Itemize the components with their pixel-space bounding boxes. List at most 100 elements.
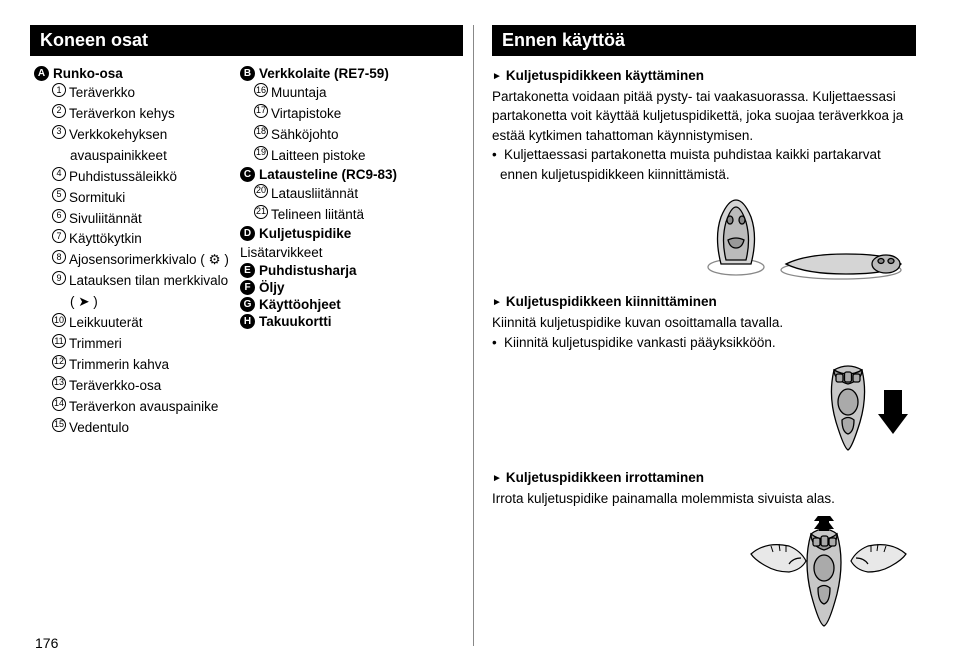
number-circle-icon: 18 [254,125,268,139]
letter-f-icon: F [240,280,255,295]
number-circle-icon: 4 [52,167,66,181]
part-item-text: Vedentulo [69,418,230,439]
part-item-text: Trimmeri [69,334,230,355]
letter-a-icon: A [34,66,49,81]
part-item-text: Latausliitännät [271,184,440,205]
part-item: 1Teräverkko [52,83,230,104]
part-item-text: Sormituki [69,188,230,209]
part-item: 20Latausliitännät [254,184,440,205]
number-circle-icon: 21 [254,205,268,219]
letter-h-icon: H [240,314,255,329]
group-c-head: C Latausteline (RC9-83) [240,167,440,182]
part-item-text: Ajosensorimerkkivalo ( ⚙ ) [69,250,230,271]
part-item: 8Ajosensorimerkkivalo ( ⚙ ) [52,250,230,271]
part-item: 18Sähköjohto [254,125,440,146]
part-item: avauspainikkeet [52,146,230,167]
page-number: 176 [35,635,58,651]
part-item-text: Muuntaja [271,83,440,104]
part-item-text: Puhdistussäleikkö [69,167,230,188]
letter-g-icon: G [240,297,255,312]
illustration-3 [492,516,916,631]
number-circle-icon: 6 [52,209,66,223]
number-circle-icon: 9 [52,271,66,285]
part-item-text: Teräverkko-osa [69,376,230,397]
illustration-1 [492,192,916,282]
part-item-text: Leikkuuterät [69,313,230,334]
part-item: 15Vedentulo [52,418,230,439]
part-item-text: Trimmerin kahva [69,355,230,376]
letter-d-icon: D [240,226,255,241]
part-item: 21Telineen liitäntä [254,205,440,226]
group-d-sub: Lisätarvikkeet [240,243,440,264]
number-circle-icon: 12 [52,355,66,369]
group-b-head: B Verkkolaite (RE7-59) [240,66,440,81]
letter-c-icon: C [240,167,255,182]
number-circle-icon: 13 [52,376,66,390]
part-item-text: Verkkokehyksen [69,125,230,146]
letter-b-icon: B [240,66,255,81]
number-circle-icon: 19 [254,146,268,160]
part-item: 7Käyttökytkin [52,229,230,250]
group-f-head: F Öljy [240,280,440,295]
part-item: 4Puhdistussäleikkö [52,167,230,188]
group-f-title: Öljy [259,280,285,295]
number-circle-icon: 8 [52,250,66,264]
part-item-text: Sähköjohto [271,125,440,146]
part-item-text: Telineen liitäntä [271,205,440,226]
number-circle-icon: 17 [254,104,268,118]
group-c-title: Latausteline (RC9-83) [259,167,397,182]
part-item: 12Trimmerin kahva [52,355,230,376]
number-circle-icon: 3 [52,125,66,139]
number-circle-icon: 2 [52,104,66,118]
part-item: 16Muuntaja [254,83,440,104]
number-circle-icon: 16 [254,83,268,97]
group-e-head: E Puhdistusharja [240,263,440,278]
part-item: 10Leikkuuterät [52,313,230,334]
letter-e-icon: E [240,263,255,278]
left-section-header: Koneen osat [30,25,463,56]
part-item-text: Teräverkko [69,83,230,104]
part-item: 6Sivuliitännät [52,209,230,230]
sec3-head: Kuljetuspidikkeen irrottaminen [492,468,916,488]
part-item-text: Teräverkon kehys [69,104,230,125]
group-g-title: Käyttöohjeet [259,297,341,312]
part-item: 5Sormituki [52,188,230,209]
number-circle-icon: 20 [254,184,268,198]
sec2-head: Kuljetuspidikkeen kiinnittäminen [492,292,916,312]
sec3-para: Irrota kuljetuspidike painamalla molemmi… [492,489,916,509]
number-circle-icon: 1 [52,83,66,97]
group-a-title: Runko-osa [53,66,123,81]
part-item: 13Teräverkko-osa [52,376,230,397]
sec1-para: Partakonetta voidaan pitää pysty- tai va… [492,87,916,146]
sec1-bullet: Kuljettaessasi partakonetta muista puhdi… [492,145,916,184]
sec2-para: Kiinnitä kuljetuspidike kuvan osoittamal… [492,313,916,333]
part-item-text: Virtapistoke [271,104,440,125]
group-a-head: A Runko-osa [34,66,230,81]
part-item: 2Teräverkon kehys [52,104,230,125]
part-item: 14Teräverkon avauspainike [52,397,230,418]
number-circle-icon: 14 [52,397,66,411]
group-h-title: Takuukortti [259,314,332,329]
right-section-header: Ennen käyttöä [492,25,916,56]
part-item: ( ➤ ) [52,292,230,313]
sec2-bullet: Kiinnitä kuljetuspidike vankasti pääyksi… [492,333,916,353]
number-circle-icon: 5 [52,188,66,202]
group-h-head: H Takuukortti [240,314,440,329]
part-item-text: Käyttökytkin [69,229,230,250]
part-item: 3Verkkokehyksen [52,125,230,146]
group-e-title: Puhdistusharja [259,263,357,278]
group-b-title: Verkkolaite (RE7-59) [259,66,389,81]
group-d-title: Kuljetuspidike [259,226,351,241]
part-item: 17Virtapistoke [254,104,440,125]
part-item-text: Latauksen tilan merkkivalo [69,271,230,292]
sec1-head: Kuljetuspidikkeen käyttäminen [492,66,916,86]
number-circle-icon: 11 [52,334,66,348]
part-item: 9Latauksen tilan merkkivalo [52,271,230,292]
part-item-text: Teräverkon avauspainike [69,397,230,418]
group-g-head: G Käyttöohjeet [240,297,440,312]
part-item-text: Sivuliitännät [69,209,230,230]
number-circle-icon: 15 [52,418,66,432]
part-item: 11Trimmeri [52,334,230,355]
illustration-2 [492,360,916,458]
number-circle-icon: 7 [52,229,66,243]
